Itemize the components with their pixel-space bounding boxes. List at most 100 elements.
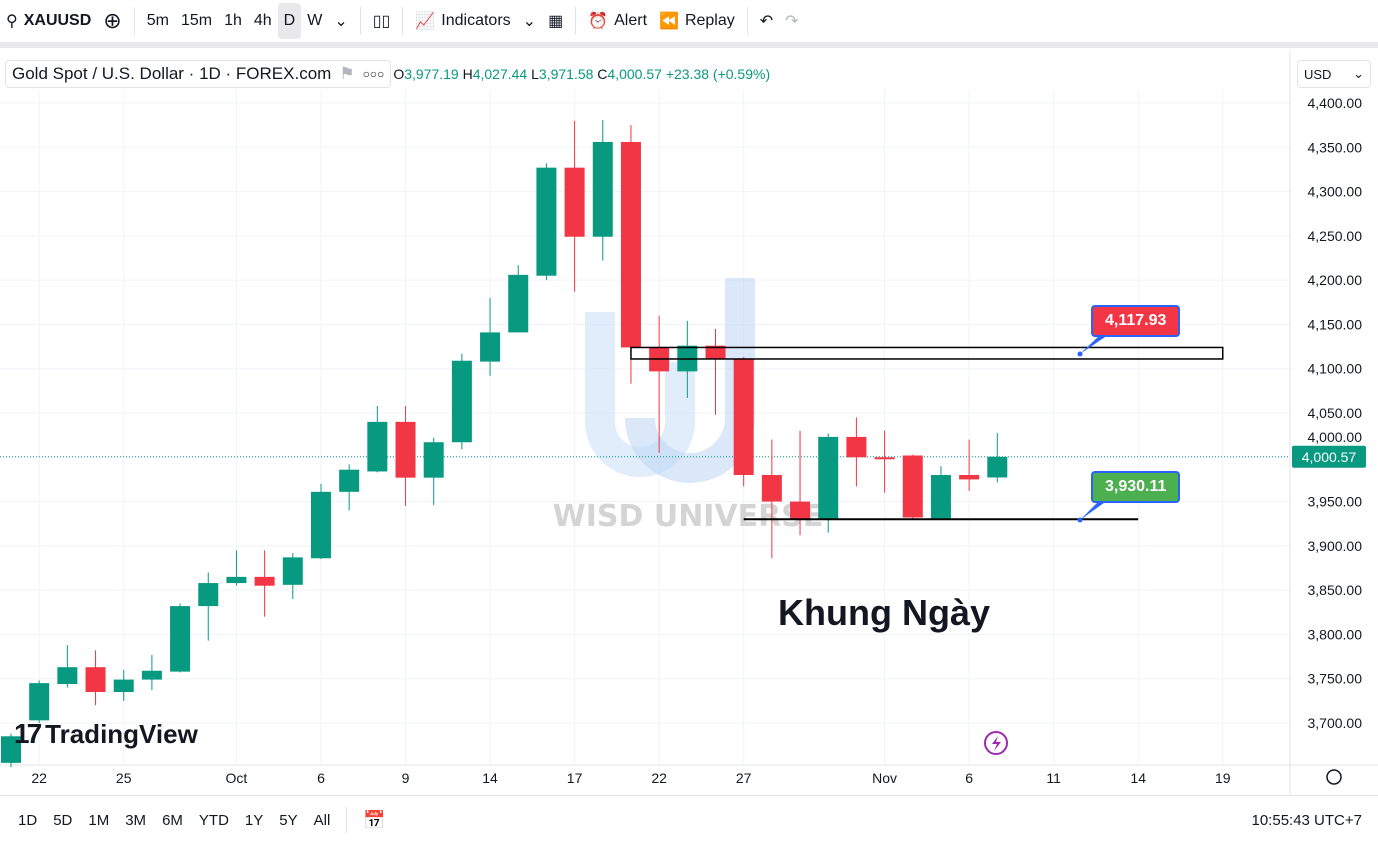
range-1m[interactable]: 1M xyxy=(88,811,110,829)
currency-select[interactable]: USD ⌄ xyxy=(1297,60,1371,88)
candles-icon: ▯▯ xyxy=(372,13,391,30)
caption-text: Khung Ngày xyxy=(778,592,990,633)
grid-icon: ▦ xyxy=(548,13,564,30)
candle-body xyxy=(790,501,811,520)
compare-button[interactable]: ⊕ xyxy=(97,3,127,39)
indicators-button[interactable]: 📈 Indicators xyxy=(415,12,511,30)
settings-gear-icon xyxy=(1326,769,1342,785)
candle-body xyxy=(536,167,557,276)
candle-body xyxy=(987,456,1008,478)
symbol-title[interactable]: Gold Spot / U.S. Dollar · 1D · FOREX.com… xyxy=(5,60,392,88)
plus-circle-icon: ⊕ xyxy=(103,8,122,33)
callout-anchor xyxy=(1077,351,1083,357)
candle-body xyxy=(705,345,726,359)
candle-body xyxy=(508,274,529,333)
interval-w[interactable]: W xyxy=(307,12,323,29)
redo-button[interactable]: ↷ xyxy=(779,3,804,39)
price-tick-label: 4,000.00 xyxy=(1308,429,1363,445)
top-toolbar: ⚲ XAUUSD ⊕ 5m 15m 1h 4h D W ⌄ ▯▯ 📈 Indicat… xyxy=(0,0,1378,48)
tv-logo-icon: 17 xyxy=(14,718,42,749)
candle-body xyxy=(282,557,303,585)
flag-icon[interactable]: ⚑ xyxy=(339,64,355,83)
candle-body xyxy=(902,455,923,518)
watermark-text: WISD UNIVERSE xyxy=(553,499,824,534)
candle-body xyxy=(57,667,78,685)
time-tick-label: 6 xyxy=(317,770,325,786)
time-tick-label: 9 xyxy=(402,770,410,786)
layouts-button[interactable]: ▦ xyxy=(542,3,569,39)
callout-pointer xyxy=(1080,335,1108,354)
undo-button[interactable]: ↶ xyxy=(754,3,779,39)
tradingview-logo[interactable]: 17 TradingView xyxy=(14,718,198,749)
candle-body xyxy=(310,491,331,559)
candle-body xyxy=(141,670,162,680)
price-tick-label: 4,400.00 xyxy=(1308,95,1363,111)
price-tick-label: 3,950.00 xyxy=(1308,494,1363,510)
range-3m[interactable]: 3M xyxy=(125,811,147,829)
resistance-label[interactable]: 4,117.93 xyxy=(1091,305,1181,337)
symbol-search[interactable]: ⚲ XAUUSD xyxy=(6,12,92,30)
range-5d[interactable]: 5D xyxy=(53,811,73,829)
candle-body xyxy=(85,667,106,692)
time-tick-label: 22 xyxy=(31,770,47,786)
clock[interactable]: 10:55:43 UTC+7 xyxy=(1251,811,1363,829)
candle-body xyxy=(846,436,867,458)
range-6m[interactable]: 6M xyxy=(162,811,183,829)
alarm-clock-icon: ⏰ xyxy=(588,13,609,30)
time-tick-label: 14 xyxy=(1130,770,1146,786)
candle-body xyxy=(113,679,134,692)
price-chart[interactable]: 4,400.00 4,350.00 4,300.00 4,250.00 4,200.00… xyxy=(0,50,1378,795)
price-tick-label: 3,750.00 xyxy=(1308,671,1363,687)
price-tick-label: 3,700.00 xyxy=(1308,715,1363,731)
interval-d[interactable]: D xyxy=(277,3,302,39)
last-price-badge xyxy=(1292,445,1366,468)
price-tick-label: 4,050.00 xyxy=(1308,405,1363,421)
candle-body xyxy=(395,421,416,478)
divider xyxy=(746,7,748,35)
range-1y[interactable]: 1Y xyxy=(244,811,264,829)
watermark-logo-icon xyxy=(585,312,695,477)
chevron-down-icon: ⌄ xyxy=(334,13,348,30)
time-tick-label: 22 xyxy=(651,770,667,786)
price-tick-label: 4,100.00 xyxy=(1308,361,1363,377)
range-ytd[interactable]: YTD xyxy=(198,811,229,829)
candle-body xyxy=(226,576,247,584)
candle-body xyxy=(480,332,501,362)
divider xyxy=(359,7,361,35)
divider xyxy=(402,7,404,35)
rewind-icon: ⏪ xyxy=(659,13,679,30)
lightning-icon xyxy=(984,731,1008,755)
range-1d[interactable]: 1D xyxy=(18,811,38,829)
interval-5m[interactable]: 5m xyxy=(146,12,169,29)
divider xyxy=(575,7,577,35)
candle-body xyxy=(761,475,782,502)
more-icon[interactable]: ○○○ xyxy=(362,67,385,81)
alert-button[interactable]: ⏰ Alert xyxy=(588,12,648,30)
interval-dropdown[interactable]: ⌄ xyxy=(328,3,353,39)
candle-body xyxy=(367,421,388,472)
candle-body xyxy=(170,606,191,672)
goto-date-calendar-icon[interactable]: 📅 xyxy=(363,809,386,830)
chart-type-button[interactable]: ▯▯ xyxy=(367,3,397,39)
range-5y[interactable]: 5Y xyxy=(279,811,298,829)
resistance-zone-rect xyxy=(630,346,1224,360)
candle-body xyxy=(733,358,754,475)
candle-body xyxy=(254,576,275,586)
candle-body xyxy=(620,141,641,348)
interval-1h[interactable]: 1h xyxy=(224,12,242,29)
interval-4h[interactable]: 4h xyxy=(253,12,272,29)
support-label[interactable]: 3,930.11 xyxy=(1091,471,1181,503)
range-all[interactable]: All xyxy=(313,811,331,829)
replay-button[interactable]: ⏪ Replay xyxy=(659,12,735,30)
divider xyxy=(133,7,135,35)
candle-body xyxy=(451,360,472,443)
last-price-label: 4,000.57 xyxy=(1302,449,1357,465)
indicators-icon: 📈 xyxy=(415,13,436,30)
interval-15m[interactable]: 15m xyxy=(180,12,213,29)
lightning-icon xyxy=(992,736,1001,751)
bottom-toolbar: 1D 5D 1M 3M 6M YTD 1Y 5Y All 📅 10:55:43 … xyxy=(0,795,1378,844)
callout-pointer xyxy=(1080,500,1108,520)
ohlc-values: O3,977.19 H4,027.44 L3,971.58 C4,000.57 … xyxy=(393,66,771,82)
time-tick-label: Oct xyxy=(226,770,248,786)
indicators-dropdown[interactable]: ⌄ xyxy=(517,3,542,39)
